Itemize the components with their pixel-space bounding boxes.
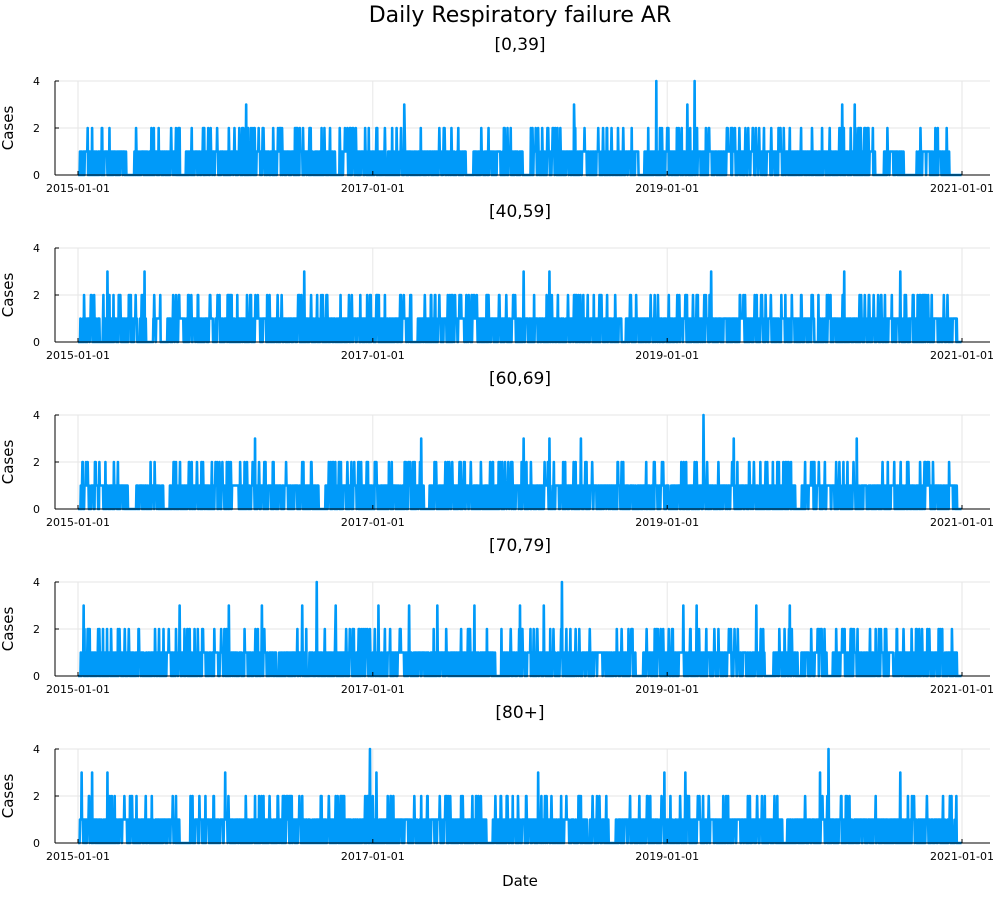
x-tick-label: 2021-01-01: [930, 850, 994, 863]
y-tick-label: 2: [33, 289, 40, 302]
subplot-2: [40,59] 0 2 4 2015-01-01 2017-01-01 2019-01-01…: [0, 202, 994, 362]
x-tick-label: 2019-01-01: [635, 516, 699, 529]
y-tick-label: 0: [33, 336, 40, 349]
x-tick-label: 2019-01-01: [635, 850, 699, 863]
series-line: [77, 747, 963, 845]
y-axis-label: Cases: [0, 774, 17, 819]
y-tick-label: 0: [33, 837, 40, 850]
x-tick-label: 2019-01-01: [635, 683, 699, 696]
y-tick-label: 0: [33, 169, 40, 182]
y-tick-label: 0: [33, 503, 40, 516]
y-tick-label: 4: [33, 576, 40, 589]
x-tick-label: 2017-01-01: [341, 683, 405, 696]
x-tick-label: 2015-01-01: [46, 516, 110, 529]
x-tick-label: 2015-01-01: [46, 850, 110, 863]
y-tick-label: 2: [33, 122, 40, 135]
subplot-title: [60,69]: [489, 369, 551, 389]
x-tick-label: 2017-01-01: [341, 182, 405, 195]
x-tick-label: 2021-01-01: [930, 683, 994, 696]
x-tick-label: 2021-01-01: [930, 516, 994, 529]
y-tick-label: 2: [33, 456, 40, 469]
y-axis-label: Cases: [0, 273, 17, 318]
subplot-4: [70,79] 0 2 4 2015-01-01 2017-01-01 2019-01-01…: [0, 536, 994, 696]
series-line: [77, 270, 963, 344]
x-tick-label: 2021-01-01: [930, 349, 994, 362]
subplot-5: [80+] 0 2 4 2015-01-01 2017-01-01 2019-01-01 20…: [0, 703, 994, 863]
x-tick-label: 2019-01-01: [635, 349, 699, 362]
figure-title: Daily Respiratory failure AR: [369, 3, 672, 28]
subplot-title: [0,39]: [494, 35, 545, 55]
subplot-title: [40,59]: [489, 202, 551, 222]
y-tick-label: 4: [33, 242, 40, 255]
x-tick-label: 2015-01-01: [46, 182, 110, 195]
y-tick-label: 4: [33, 409, 40, 422]
y-tick-label: 2: [33, 790, 40, 803]
y-axis-label: Cases: [0, 440, 17, 485]
x-tick-label: 2017-01-01: [341, 516, 405, 529]
x-tick-label: 2015-01-01: [46, 349, 110, 362]
x-tick-label: 2021-01-01: [930, 182, 994, 195]
series-line: [77, 79, 963, 177]
x-tick-label: 2019-01-01: [635, 182, 699, 195]
subplot-3: [60,69] 0 2 4 2015-01-01 2017-01-01 2019-01-01…: [0, 369, 994, 529]
y-tick-label: 0: [33, 670, 40, 683]
y-axis-label: Cases: [0, 607, 17, 652]
subplot-title: [80+]: [495, 703, 544, 723]
y-tick-label: 4: [33, 75, 40, 88]
y-tick-label: 4: [33, 743, 40, 756]
panels-group: [0,39] 0 2 4 2015-01-01 2017-01-01 2019-01-01 2…: [0, 35, 994, 863]
subplot-title: [70,79]: [489, 536, 551, 556]
subplot-1: [0,39] 0 2 4 2015-01-01 2017-01-01 2019-01-01 2…: [0, 35, 994, 195]
y-tick-label: 2: [33, 623, 40, 636]
x-axis-label: Date: [502, 872, 538, 890]
x-tick-label: 2017-01-01: [341, 850, 405, 863]
y-axis-label: Cases: [0, 106, 17, 151]
x-tick-label: 2017-01-01: [341, 349, 405, 362]
x-tick-label: 2015-01-01: [46, 683, 110, 696]
